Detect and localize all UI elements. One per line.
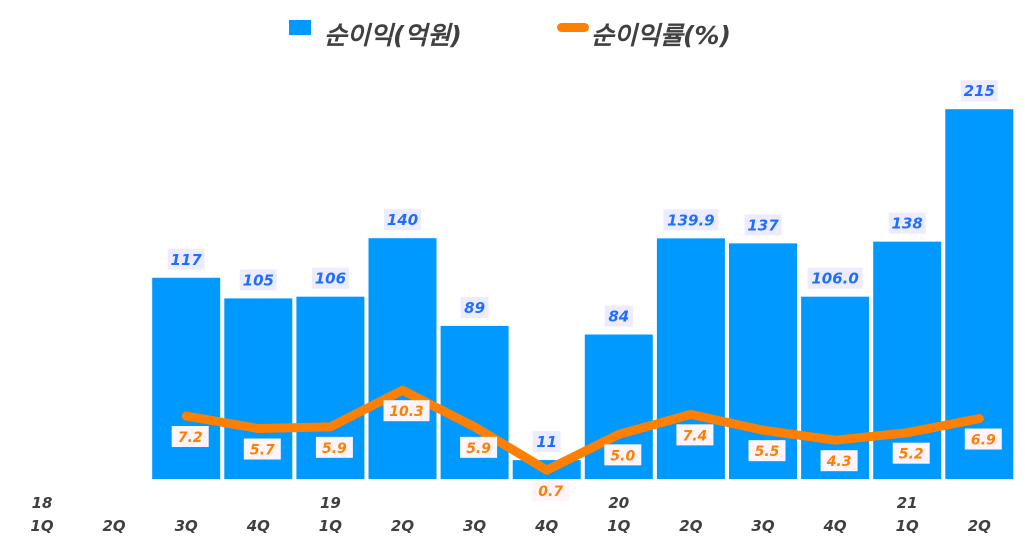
bar-label-bg xyxy=(532,431,561,453)
bar-label-bg xyxy=(167,248,205,270)
bar-label-bg xyxy=(384,209,421,231)
bar-data-label: 117 xyxy=(171,251,203,269)
bar-label-bg xyxy=(888,212,926,234)
line-data-label: 6.9 xyxy=(971,433,996,449)
x-tick-label: 3Q xyxy=(751,517,774,535)
bar-data-label: 89 xyxy=(464,299,485,317)
x-tick-label: 2Q xyxy=(391,517,414,535)
bar-label-bg xyxy=(744,214,782,236)
bar-label-bg xyxy=(663,209,719,231)
x-tick-label: 2Q xyxy=(679,517,702,535)
x-tick-label: 2Q xyxy=(968,517,991,535)
bar-data-label: 140 xyxy=(387,211,418,229)
bar-data-label: 215 xyxy=(964,82,995,100)
bar xyxy=(368,238,437,479)
bar-data-label: 106 xyxy=(315,270,346,288)
year-label: 21 xyxy=(897,494,918,512)
line-data-label: 5.9 xyxy=(466,441,491,457)
bar-label-bg xyxy=(604,305,633,327)
bar-data-label: 106.0 xyxy=(811,270,858,288)
line-data-label: 7.2 xyxy=(178,430,203,446)
bar-label-bg xyxy=(807,267,863,289)
legend-bar-swatch xyxy=(289,20,311,35)
line-data-label: 5.9 xyxy=(322,441,347,457)
line-series xyxy=(181,385,984,475)
line-data-label: 10.3 xyxy=(389,404,424,420)
line-label-bg xyxy=(315,436,353,458)
line-data-label: 5.7 xyxy=(250,443,275,459)
bar-label-bg xyxy=(960,80,998,102)
line-label-bg xyxy=(892,442,930,464)
bar-data-label: 137 xyxy=(747,216,779,234)
bar-label-bg xyxy=(311,267,349,289)
line-data-label: 5.5 xyxy=(755,444,780,460)
line-label-bg xyxy=(171,426,209,448)
bar-label-bg xyxy=(460,296,489,318)
legend: 순이익(억원) 순이익률(%) xyxy=(289,20,731,50)
line-label-bg xyxy=(383,400,430,422)
line-data-label: 0.7 xyxy=(538,484,563,500)
line-data-label: 7.4 xyxy=(682,428,707,444)
line-label-bg xyxy=(604,444,642,466)
line-data-label: 5.2 xyxy=(899,447,924,463)
line-label-bg xyxy=(964,428,1002,450)
x-tick-label: 1Q xyxy=(607,517,630,535)
line-label-bg xyxy=(676,424,714,446)
bar xyxy=(152,277,221,479)
x-tick-label: 1Q xyxy=(319,517,342,535)
legend-bar-label: 순이익(억원) xyxy=(324,21,462,50)
x-tick-label: 4Q xyxy=(246,517,270,535)
line-data-label: 5.0 xyxy=(610,448,635,464)
year-label: 18 xyxy=(32,494,53,512)
legend-line-label: 순이익률(%) xyxy=(591,21,731,50)
line-label-bg xyxy=(532,480,570,502)
x-tick-label: 4Q xyxy=(822,517,846,535)
bar xyxy=(729,243,797,479)
year-label: 19 xyxy=(320,494,341,512)
bar-data-label: 139.9 xyxy=(667,211,714,229)
legend-line-swatch xyxy=(557,23,589,32)
line-label-bg xyxy=(820,450,858,472)
bar-data-label: 84 xyxy=(608,308,629,326)
bar-data-label: 138 xyxy=(892,215,923,233)
x-tick-label: 3Q xyxy=(175,517,198,535)
x-tick-label: 2Q xyxy=(102,517,125,535)
x-tick-label: 4Q xyxy=(534,517,558,535)
x-tick-label: 1Q xyxy=(30,517,53,535)
line-label-bg xyxy=(243,438,281,460)
bar-data-label: 11 xyxy=(536,433,557,451)
bar xyxy=(801,296,870,479)
line-data-label: 4.3 xyxy=(826,454,852,470)
year-label: 20 xyxy=(608,494,629,512)
bar-data-label: 105 xyxy=(243,271,274,289)
bar-label-bg xyxy=(239,269,277,291)
line-label-bg xyxy=(460,436,498,458)
x-tick-label: 3Q xyxy=(463,517,486,535)
x-tick-label: 1Q xyxy=(896,517,919,535)
line-label-bg xyxy=(748,440,786,462)
